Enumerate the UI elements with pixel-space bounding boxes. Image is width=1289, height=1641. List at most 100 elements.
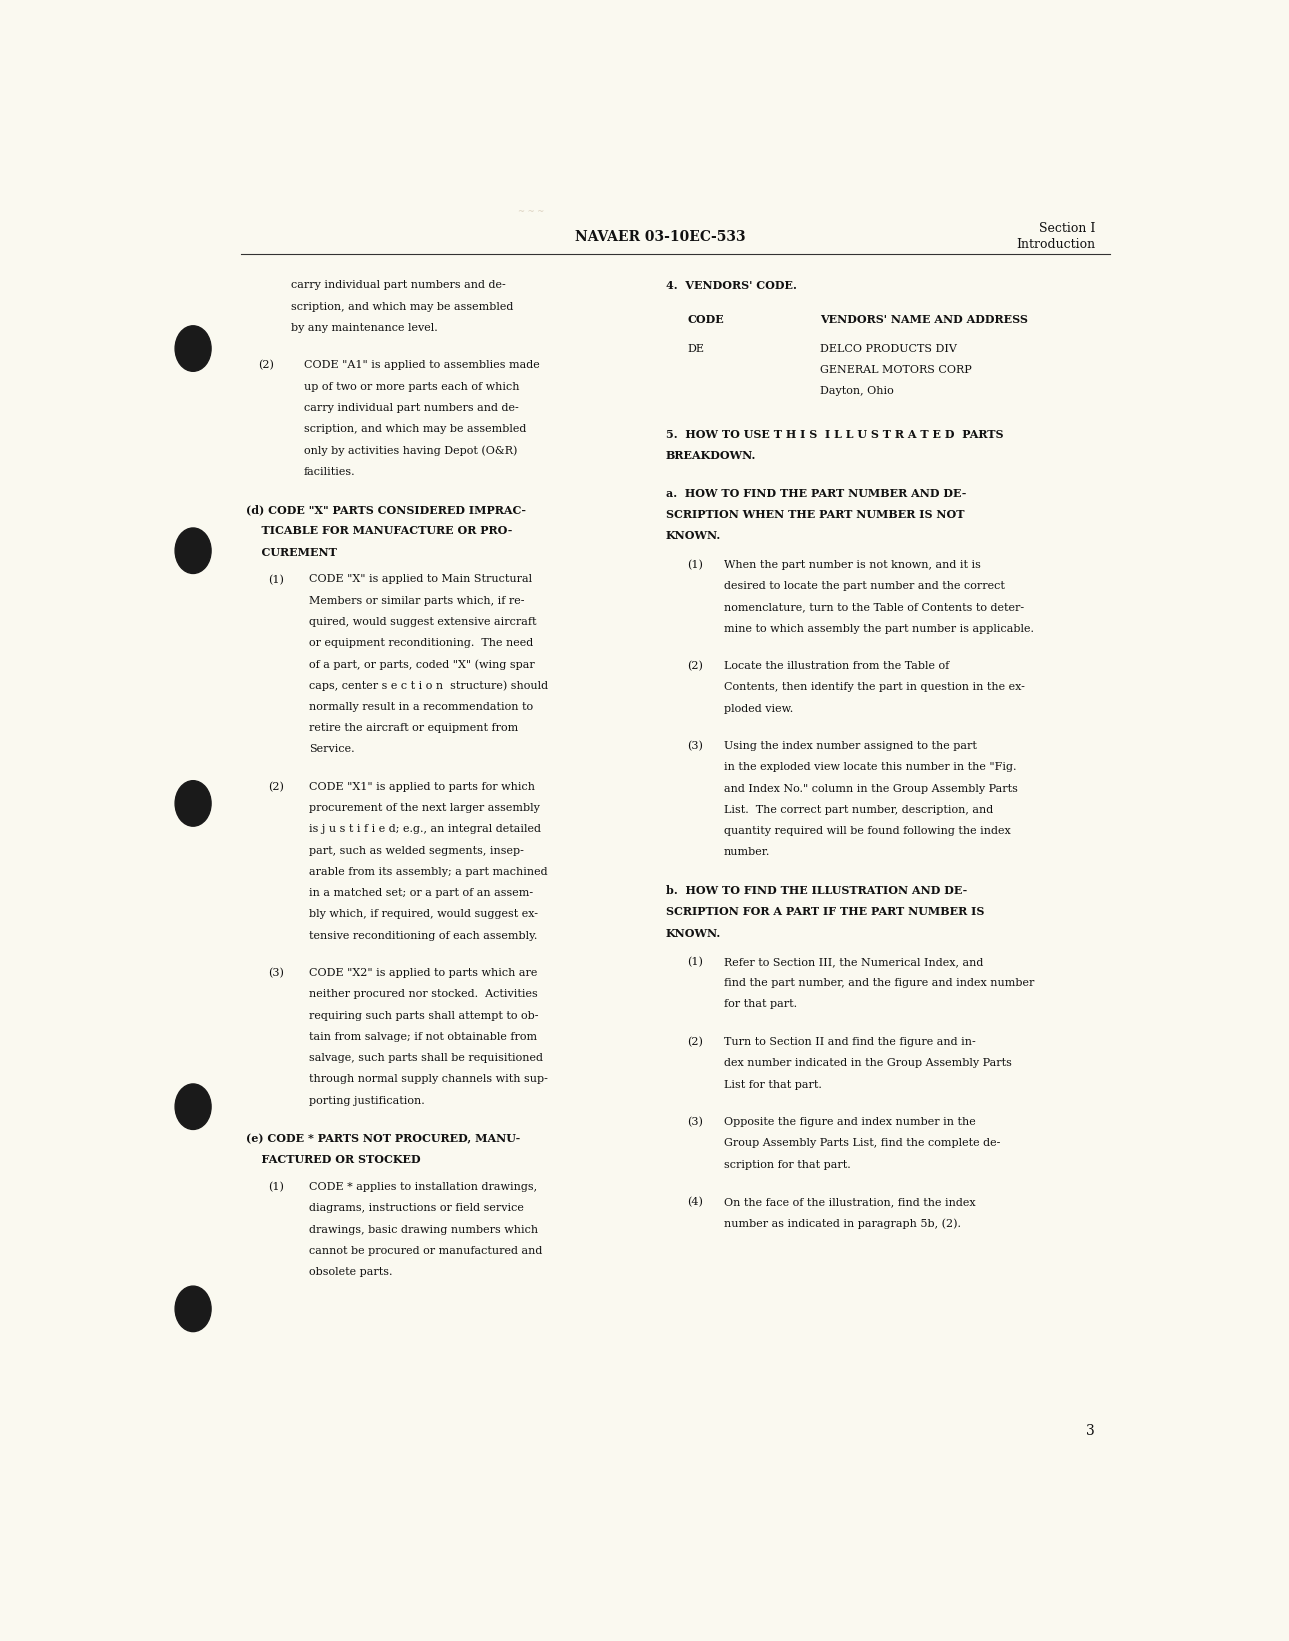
Text: bly which, if required, would suggest ex-: bly which, if required, would suggest ex… (309, 909, 538, 919)
Text: CODE "X2" is applied to parts which are: CODE "X2" is applied to parts which are (309, 968, 538, 978)
Text: scription, and which may be assembled: scription, and which may be assembled (291, 302, 513, 312)
Text: KNOWN.: KNOWN. (665, 530, 721, 542)
Text: normally result in a recommendation to: normally result in a recommendation to (309, 702, 534, 712)
Text: procurement of the next larger assembly: procurement of the next larger assembly (309, 802, 540, 814)
Text: up of two or more parts each of which: up of two or more parts each of which (304, 382, 519, 392)
Text: of a part, or parts, coded "X" (wing spar: of a part, or parts, coded "X" (wing spa… (309, 660, 535, 670)
Text: part, such as welded segments, insep-: part, such as welded segments, insep- (309, 845, 523, 855)
Text: Group Assembly Parts List, find the complete de-: Group Assembly Parts List, find the comp… (723, 1139, 1000, 1149)
Text: for that part.: for that part. (723, 999, 797, 1009)
Text: (1): (1) (687, 560, 704, 569)
Text: in a matched set; or a part of an assem-: in a matched set; or a part of an assem- (309, 888, 534, 898)
Text: Locate the illustration from the Table of: Locate the illustration from the Table o… (723, 661, 949, 671)
Text: Members or similar parts which, if re-: Members or similar parts which, if re- (309, 596, 525, 606)
Text: or equipment reconditioning.  The need: or equipment reconditioning. The need (309, 638, 534, 648)
Text: (2): (2) (258, 361, 273, 371)
Text: On the face of the illustration, find the index: On the face of the illustration, find th… (723, 1198, 976, 1208)
Text: requiring such parts shall attempt to ob-: requiring such parts shall attempt to ob… (309, 1011, 539, 1021)
Text: find the part number, and the figure and index number: find the part number, and the figure and… (723, 978, 1034, 988)
Text: KNOWN.: KNOWN. (665, 927, 721, 939)
Text: NAVAER 03-10EC-533: NAVAER 03-10EC-533 (575, 230, 746, 243)
Text: Using the index number assigned to the part: Using the index number assigned to the p… (723, 742, 977, 752)
Text: carry individual part numbers and de-: carry individual part numbers and de- (304, 404, 518, 414)
Text: in the exploded view locate this number in the "Fig.: in the exploded view locate this number … (723, 763, 1016, 773)
Text: 3: 3 (1087, 1424, 1096, 1438)
Text: quired, would suggest extensive aircraft: quired, would suggest extensive aircraft (309, 617, 536, 627)
Text: GENERAL MOTORS CORP: GENERAL MOTORS CORP (821, 366, 972, 376)
Text: (1): (1) (268, 1182, 284, 1193)
Text: Introduction: Introduction (1016, 238, 1096, 251)
Text: (2): (2) (687, 1037, 704, 1047)
Text: drawings, basic drawing numbers which: drawings, basic drawing numbers which (309, 1224, 538, 1234)
Text: (3): (3) (268, 968, 284, 978)
Text: and Index No." column in the Group Assembly Parts: and Index No." column in the Group Assem… (723, 784, 1017, 794)
Text: BREAKDOWN.: BREAKDOWN. (665, 450, 755, 461)
Text: (4): (4) (687, 1198, 704, 1208)
Text: (2): (2) (268, 783, 284, 793)
Text: number as indicated in paragraph 5b, (2).: number as indicated in paragraph 5b, (2)… (723, 1219, 960, 1229)
Text: (2): (2) (687, 661, 704, 671)
Text: quantity required will be found following the index: quantity required will be found followin… (723, 825, 1011, 837)
Circle shape (175, 528, 211, 573)
Text: salvage, such parts shall be requisitioned: salvage, such parts shall be requisition… (309, 1054, 543, 1063)
Text: (3): (3) (687, 1118, 704, 1127)
Text: arable from its assembly; a part machined: arable from its assembly; a part machine… (309, 866, 548, 876)
Text: CODE "X1" is applied to parts for which: CODE "X1" is applied to parts for which (309, 783, 535, 793)
Text: tensive reconditioning of each assembly.: tensive reconditioning of each assembly. (309, 930, 538, 940)
Text: CODE: CODE (687, 315, 724, 325)
Text: CUREMENT: CUREMENT (246, 546, 336, 558)
Text: desired to locate the part number and the correct: desired to locate the part number and th… (723, 581, 1004, 591)
Text: caps, center s e c t i o n  structure) should: caps, center s e c t i o n structure) sh… (309, 681, 548, 691)
Circle shape (175, 1085, 211, 1129)
Text: neither procured nor stocked.  Activities: neither procured nor stocked. Activities (309, 990, 538, 999)
Text: TICABLE FOR MANUFACTURE OR PRO-: TICABLE FOR MANUFACTURE OR PRO- (246, 525, 513, 537)
Text: Turn to Section II and find the figure and in-: Turn to Section II and find the figure a… (723, 1037, 976, 1047)
Text: tain from salvage; if not obtainable from: tain from salvage; if not obtainable fro… (309, 1032, 538, 1042)
Text: (3): (3) (687, 742, 704, 752)
Text: CODE "X" is applied to Main Structural: CODE "X" is applied to Main Structural (309, 574, 532, 584)
Text: Dayton, Ohio: Dayton, Ohio (821, 386, 895, 397)
Text: VENDORS' NAME AND ADDRESS: VENDORS' NAME AND ADDRESS (821, 315, 1029, 325)
Text: List.  The correct part number, description, and: List. The correct part number, descripti… (723, 806, 993, 816)
Text: diagrams, instructions or field service: diagrams, instructions or field service (309, 1203, 523, 1213)
Text: (e) CODE * PARTS NOT PROCURED, MANU-: (e) CODE * PARTS NOT PROCURED, MANU- (246, 1134, 521, 1144)
Text: DE: DE (687, 345, 705, 354)
Text: List for that part.: List for that part. (723, 1080, 821, 1090)
Text: is j u s t i f i e d; e.g., an integral detailed: is j u s t i f i e d; e.g., an integral … (309, 824, 541, 834)
Text: dex number indicated in the Group Assembly Parts: dex number indicated in the Group Assemb… (723, 1058, 1012, 1068)
Text: 4.  VENDORS' CODE.: 4. VENDORS' CODE. (665, 281, 797, 292)
Text: CODE "A1" is applied to assemblies made: CODE "A1" is applied to assemblies made (304, 361, 540, 371)
Text: Service.: Service. (309, 745, 354, 755)
Text: Opposite the figure and index number in the: Opposite the figure and index number in … (723, 1118, 976, 1127)
Text: Refer to Section III, the Numerical Index, and: Refer to Section III, the Numerical Inde… (723, 957, 984, 967)
Text: mine to which assembly the part number is applicable.: mine to which assembly the part number i… (723, 624, 1034, 633)
Text: by any maintenance level.: by any maintenance level. (291, 323, 438, 333)
Text: through normal supply channels with sup-: through normal supply channels with sup- (309, 1075, 548, 1085)
Text: facilities.: facilities. (304, 466, 356, 476)
Text: cannot be procured or manufactured and: cannot be procured or manufactured and (309, 1246, 543, 1255)
Text: SCRIPTION FOR A PART IF THE PART NUMBER IS: SCRIPTION FOR A PART IF THE PART NUMBER … (665, 906, 984, 917)
Text: obsolete parts.: obsolete parts. (309, 1267, 392, 1277)
Text: Contents, then identify the part in question in the ex-: Contents, then identify the part in ques… (723, 683, 1025, 693)
Text: (1): (1) (687, 957, 704, 967)
Circle shape (175, 1287, 211, 1331)
Text: Section I: Section I (1039, 222, 1096, 235)
Text: (1): (1) (268, 574, 284, 584)
Text: carry individual part numbers and de-: carry individual part numbers and de- (291, 281, 505, 290)
Text: nomenclature, turn to the Table of Contents to deter-: nomenclature, turn to the Table of Conte… (723, 602, 1023, 612)
Text: DELCO PRODUCTS DIV: DELCO PRODUCTS DIV (821, 345, 958, 354)
Text: When the part number is not known, and it is: When the part number is not known, and i… (723, 560, 981, 569)
Text: scription for that part.: scription for that part. (723, 1160, 851, 1170)
Text: CODE * applies to installation drawings,: CODE * applies to installation drawings, (309, 1182, 538, 1193)
Text: a.  HOW TO FIND THE PART NUMBER AND DE-: a. HOW TO FIND THE PART NUMBER AND DE- (665, 487, 965, 499)
Text: scription, and which may be assembled: scription, and which may be assembled (304, 423, 526, 435)
Text: SCRIPTION WHEN THE PART NUMBER IS NOT: SCRIPTION WHEN THE PART NUMBER IS NOT (665, 509, 964, 520)
Text: ploded view.: ploded view. (723, 704, 793, 714)
Text: only by activities having Depot (O&R): only by activities having Depot (O&R) (304, 445, 517, 456)
Text: porting justification.: porting justification. (309, 1096, 424, 1106)
Text: b.  HOW TO FIND THE ILLUSTRATION AND DE-: b. HOW TO FIND THE ILLUSTRATION AND DE- (665, 884, 967, 896)
Circle shape (175, 327, 211, 371)
Text: (d) CODE "X" PARTS CONSIDERED IMPRAC-: (d) CODE "X" PARTS CONSIDERED IMPRAC- (246, 504, 526, 515)
Text: ~ ~ ~: ~ ~ ~ (518, 207, 544, 217)
Text: 5.  HOW TO USE T H I S  I L L U S T R A T E D  PARTS: 5. HOW TO USE T H I S I L L U S T R A T … (665, 428, 1003, 440)
